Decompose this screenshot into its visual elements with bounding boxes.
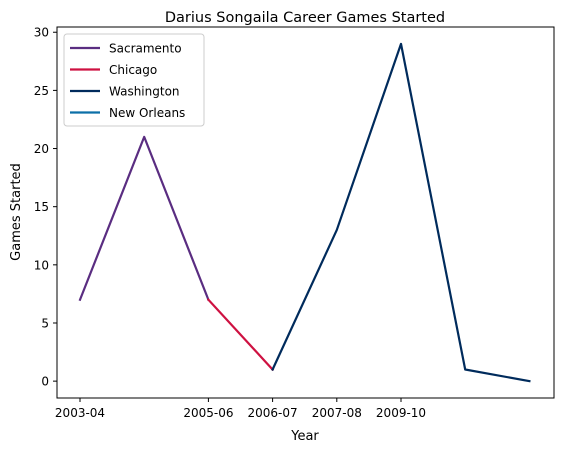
legend: Sacramento Chicago Washington New Orleans: [64, 34, 204, 126]
x-tick-label: 2006-07: [248, 406, 298, 420]
chart-title: Darius Songaila Career Games Started: [165, 10, 445, 26]
legend-label: Washington: [109, 85, 180, 99]
x-tick-label: 2003-04: [55, 406, 105, 420]
legend-label: Sacramento: [109, 42, 182, 56]
y-tick-label: 20: [34, 142, 49, 156]
x-tick-label: 2005-06: [183, 406, 233, 420]
x-axis-label: Year: [290, 429, 319, 444]
legend-label: Chicago: [109, 63, 157, 77]
y-axis-label: Games Started: [9, 163, 24, 261]
x-tick-label: 2007-08: [312, 406, 362, 420]
y-tick-label: 30: [34, 26, 49, 40]
legend-label: New Orleans: [109, 106, 185, 120]
y-tick-label: 10: [34, 258, 49, 272]
y-tick-label: 25: [34, 84, 49, 98]
y-tick-label: 15: [34, 200, 49, 214]
y-tick-label: 0: [41, 375, 49, 389]
y-tick-label: 5: [41, 316, 49, 330]
x-tick-label: 2009-10: [376, 406, 426, 420]
